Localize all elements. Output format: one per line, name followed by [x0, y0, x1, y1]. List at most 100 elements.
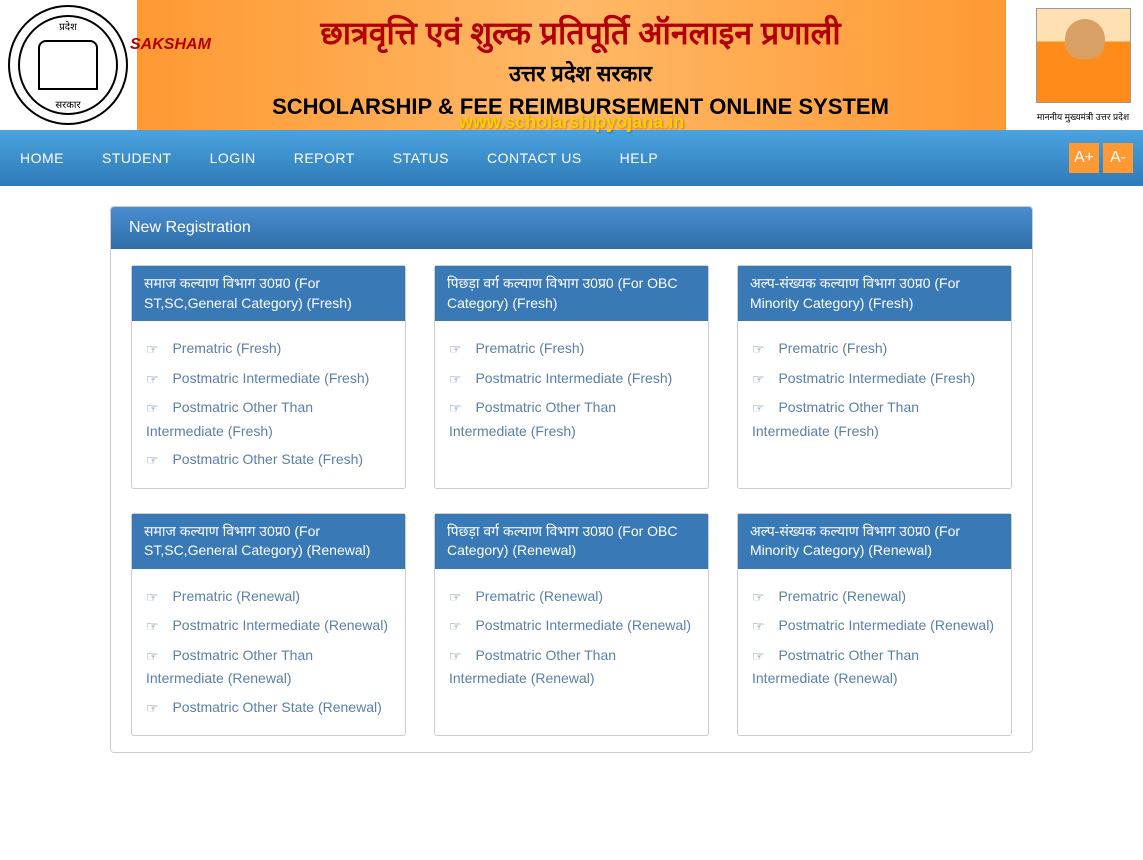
registration-link[interactable]: ☞ Postmatric Other Than Intermediate (Re… [146, 644, 391, 690]
registration-link[interactable]: ☞ Prematric (Renewal) [146, 585, 391, 608]
registration-link[interactable]: ☞ Prematric (Fresh) [752, 337, 997, 360]
hand-icon: ☞ [146, 338, 159, 360]
card-body: ☞ Prematric (Fresh)☞ Postmatric Intermed… [132, 321, 405, 487]
card-body: ☞ Prematric (Fresh)☞ Postmatric Intermed… [435, 321, 708, 458]
card-title: पिछड़ा वर्ग कल्याण विभाग उ0प्र0 (For OBC… [435, 514, 708, 569]
registration-link[interactable]: ☞ Postmatric Other Than Intermediate (Re… [449, 644, 694, 690]
cm-photo-block: माननीय मुख्यमंत्री उत्तर प्रदेश [1033, 8, 1133, 123]
nav-student[interactable]: STUDENT [102, 150, 172, 166]
card-body: ☞ Prematric (Renewal)☞ Postmatric Interm… [132, 569, 405, 735]
card-title: समाज कल्याण विभाग उ0प्र0 (For ST,SC,Gene… [132, 266, 405, 321]
nav-status[interactable]: STATUS [393, 150, 449, 166]
card-body: ☞ Prematric (Renewal)☞ Postmatric Interm… [435, 569, 708, 706]
registration-link[interactable]: ☞ Postmatric Other Than Intermediate (Fr… [752, 396, 997, 442]
link-label: Postmatric Other State (Fresh) [169, 451, 364, 467]
registration-link[interactable]: ☞ Postmatric Intermediate (Renewal) [752, 614, 997, 637]
nav-report[interactable]: REPORT [294, 150, 355, 166]
registration-card: पिछड़ा वर्ग कल्याण विभाग उ0प्र0 (For OBC… [434, 265, 709, 489]
hand-icon: ☞ [449, 615, 462, 637]
emblem-text: सरकार [55, 97, 80, 111]
hand-icon: ☞ [449, 645, 462, 667]
card-title: समाज कल्याण विभाग उ0प्र0 (For ST,SC,Gene… [132, 514, 405, 569]
title-hindi: छात्रवृत्ति एवं शुल्क प्रतिपूर्ति ऑनलाइन… [138, 11, 1023, 54]
link-label: Postmatric Intermediate (Fresh) [169, 370, 370, 386]
cm-photo [1036, 8, 1131, 103]
saksham-label: SAKSHAM [130, 36, 211, 54]
hand-icon: ☞ [449, 368, 462, 390]
registration-link[interactable]: ☞ Postmatric Intermediate (Renewal) [449, 614, 694, 637]
link-label: Postmatric Intermediate (Fresh) [472, 370, 673, 386]
link-label: Postmatric Other Than Intermediate (Rene… [752, 647, 919, 686]
link-label: Postmatric Other Than Intermediate (Rene… [449, 647, 616, 686]
hand-icon: ☞ [449, 397, 462, 419]
registration-card: अल्प-संख्यक कल्याण विभाग उ0प्र0 (For Min… [737, 265, 1012, 489]
nav-contact[interactable]: CONTACT US [487, 150, 582, 166]
registration-link[interactable]: ☞ Prematric (Fresh) [449, 337, 694, 360]
registration-link[interactable]: ☞ Postmatric Other Than Intermediate (Fr… [449, 396, 694, 442]
registration-link[interactable]: ☞ Prematric (Fresh) [146, 337, 391, 360]
hand-icon: ☞ [146, 449, 159, 471]
link-label: Postmatric Intermediate (Renewal) [472, 617, 691, 633]
link-label: Prematric (Fresh) [472, 340, 585, 356]
link-label: Postmatric Other Than Intermediate (Fres… [752, 399, 919, 438]
subtitle-hindi: उत्तर प्रदेश सरकार [138, 58, 1023, 88]
link-label: Postmatric Other Than Intermediate (Fres… [146, 399, 313, 438]
hand-icon: ☞ [146, 397, 159, 419]
link-label: Postmatric Other State (Renewal) [169, 699, 382, 715]
registration-link[interactable]: ☞ Postmatric Intermediate (Fresh) [146, 367, 391, 390]
font-increase-button[interactable]: A+ [1069, 143, 1099, 173]
hand-icon: ☞ [752, 338, 765, 360]
registration-link[interactable]: ☞ Postmatric Other Than Intermediate (Fr… [146, 396, 391, 442]
link-label: Prematric (Renewal) [169, 588, 300, 604]
registration-link[interactable]: ☞ Postmatric Intermediate (Renewal) [146, 614, 391, 637]
link-label: Postmatric Other Than Intermediate (Fres… [449, 399, 616, 438]
hand-icon: ☞ [146, 697, 159, 719]
card-title: पिछड़ा वर्ग कल्याण विभाग उ0प्र0 (For OBC… [435, 266, 708, 321]
hand-icon: ☞ [752, 615, 765, 637]
nav-help[interactable]: HELP [620, 150, 659, 166]
hand-icon: ☞ [449, 338, 462, 360]
hand-icon: ☞ [752, 368, 765, 390]
registration-link[interactable]: ☞ Postmatric Other State (Renewal) [146, 696, 391, 719]
registration-link[interactable]: ☞ Prematric (Renewal) [449, 585, 694, 608]
link-label: Prematric (Renewal) [472, 588, 603, 604]
registration-link[interactable]: ☞ Postmatric Other State (Fresh) [146, 448, 391, 471]
hand-icon: ☞ [146, 615, 159, 637]
card-title: अल्प-संख्यक कल्याण विभाग उ0प्र0 (For Min… [738, 266, 1011, 321]
registration-card: समाज कल्याण विभाग उ0प्र0 (For ST,SC,Gene… [131, 513, 406, 737]
hand-icon: ☞ [146, 586, 159, 608]
registration-link[interactable]: ☞ Postmatric Other Than Intermediate (Re… [752, 644, 997, 690]
link-label: Prematric (Fresh) [775, 340, 888, 356]
registration-card: समाज कल्याण विभाग उ0प्र0 (For ST,SC,Gene… [131, 265, 406, 489]
hand-icon: ☞ [752, 586, 765, 608]
page-header: प्रदेश सरकार SAKSHAM छात्रवृत्ति एवं शुल… [0, 0, 1143, 130]
registration-link[interactable]: ☞ Postmatric Intermediate (Fresh) [449, 367, 694, 390]
link-label: Prematric (Fresh) [169, 340, 282, 356]
registration-panel: New Registration समाज कल्याण विभाग उ0प्र… [110, 206, 1033, 753]
hand-icon: ☞ [752, 397, 765, 419]
cm-caption: माननीय मुख्यमंत्री उत्तर प्रदेश [1033, 110, 1133, 123]
font-decrease-button[interactable]: A- [1103, 143, 1133, 173]
nav-login[interactable]: LOGIN [210, 150, 256, 166]
main-nav: www.scholarshipyojana.in HOME STUDENT LO… [0, 130, 1143, 186]
emblem-text: प्रदेश [59, 19, 77, 33]
link-label: Prematric (Renewal) [775, 588, 906, 604]
nav-home[interactable]: HOME [20, 150, 64, 166]
card-body: ☞ Prematric (Fresh)☞ Postmatric Intermed… [738, 321, 1011, 458]
watermark-url: www.scholarshipyojana.in [459, 112, 684, 133]
hand-icon: ☞ [146, 368, 159, 390]
link-label: Postmatric Other Than Intermediate (Rene… [146, 647, 313, 686]
registration-link[interactable]: ☞ Prematric (Renewal) [752, 585, 997, 608]
link-label: Postmatric Intermediate (Fresh) [775, 370, 976, 386]
hand-icon: ☞ [146, 645, 159, 667]
panel-title: New Registration [111, 207, 1032, 249]
link-label: Postmatric Intermediate (Renewal) [775, 617, 994, 633]
registration-card: पिछड़ा वर्ग कल्याण विभाग उ0प्र0 (For OBC… [434, 513, 709, 737]
link-label: Postmatric Intermediate (Renewal) [169, 617, 388, 633]
registration-link[interactable]: ☞ Postmatric Intermediate (Fresh) [752, 367, 997, 390]
hand-icon: ☞ [449, 586, 462, 608]
card-title: अल्प-संख्यक कल्याण विभाग उ0प्र0 (For Min… [738, 514, 1011, 569]
card-body: ☞ Prematric (Renewal)☞ Postmatric Interm… [738, 569, 1011, 706]
hand-icon: ☞ [752, 645, 765, 667]
registration-card: अल्प-संख्यक कल्याण विभाग उ0प्र0 (For Min… [737, 513, 1012, 737]
